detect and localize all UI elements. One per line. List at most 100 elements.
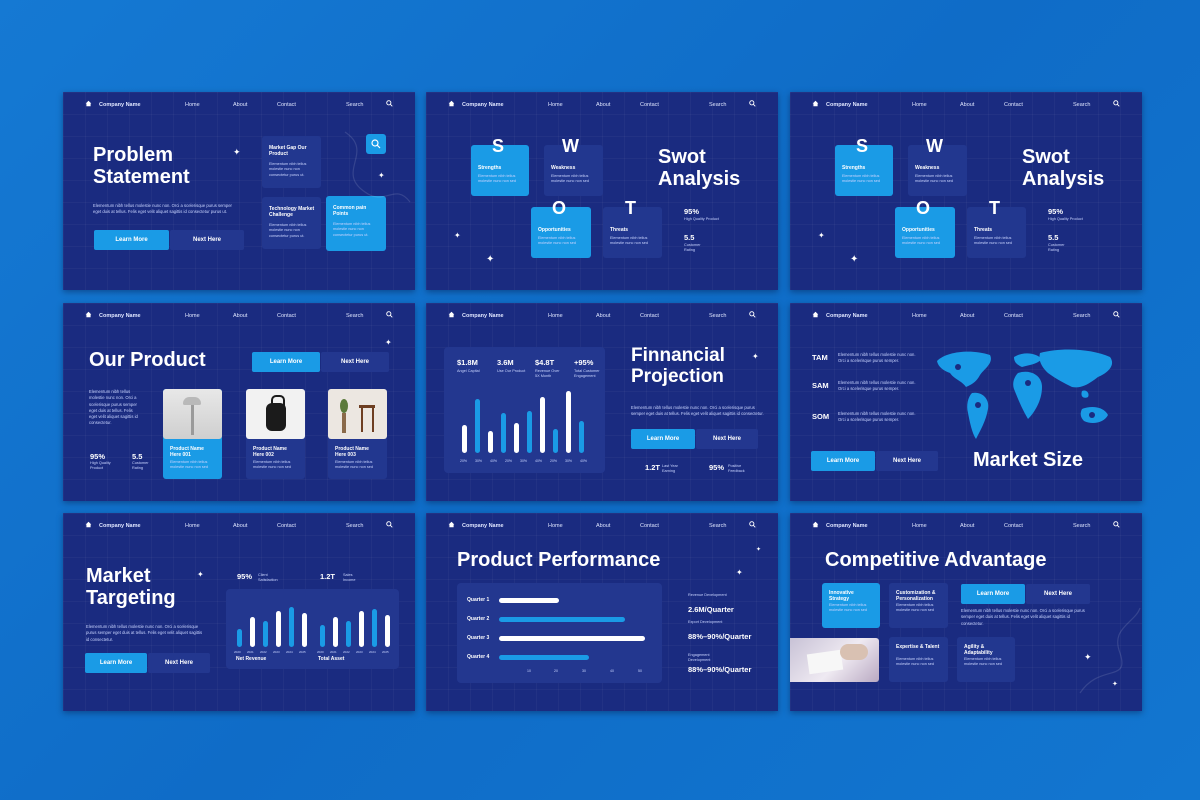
nav-about[interactable]: About [233,313,248,319]
swot-letter-o: O [552,198,567,218]
card-title: Technology Market Challenge [269,206,315,218]
nav-home[interactable]: Home [185,102,200,108]
nav-search[interactable]: Search [346,313,364,319]
learn-more-button[interactable]: Learn More [252,352,320,372]
swot-letter-w: W [562,136,579,156]
nav-search[interactable]: Search [1073,523,1091,529]
next-here-button[interactable]: Next Here [148,653,210,673]
card-desc: Elementum nibh tellus molestie nunc non … [551,174,589,184]
quarter-label: Quarter 4 [467,654,490,660]
search-icon[interactable] [386,521,393,528]
learn-more-button[interactable]: Learn More [631,429,695,449]
search-icon[interactable] [749,521,756,528]
nav-contact[interactable]: Contact [277,102,296,108]
learn-more-button[interactable]: Learn More [85,653,147,673]
nav-home[interactable]: Home [185,523,200,529]
product-card-002[interactable]: Product Name Here 002 Elementum nibh tel… [246,389,305,479]
slide-problem-statement[interactable]: Company Name Home About Contact Search P… [63,92,415,290]
slide-competitive-advantage[interactable]: Company Name Home About Contact Search C… [790,513,1142,711]
advantage-card-customization[interactable]: Customization & Personalization Elementu… [889,583,948,628]
nav-home[interactable]: Home [548,523,563,529]
slide-market-size[interactable]: Company Name Home About Contact Search T… [790,303,1142,501]
learn-more-button[interactable]: Learn More [811,451,875,471]
nav-search[interactable]: Search [346,102,364,108]
slide-product-performance[interactable]: Company Name Home About Contact Search P… [426,513,778,711]
card-desc: Elementum nibh tellus molestie nunc non … [333,222,371,237]
swot-opportunities-card[interactable]: Opportunities Elementum nibh tellus mole… [895,207,955,258]
slide-our-product[interactable]: Company Name Home About Contact Search O… [63,303,415,501]
zoom-icon-box[interactable] [366,134,386,154]
sparkle-icon: ✦ [454,231,461,240]
stat-label: Customer Rating [132,461,149,470]
financial-tick: 30% [475,459,483,463]
advantage-card-expertise[interactable]: Expertise & Talent Elementum nibh tellus… [889,637,948,682]
slide-market-targeting[interactable]: Company Name Home About Contact Search M… [63,513,415,711]
learn-more-button[interactable]: Learn More [94,230,169,250]
nav-contact[interactable]: Contact [1004,523,1023,529]
nav-home[interactable]: Home [912,313,927,319]
nav-home[interactable]: Home [548,313,563,319]
next-here-button[interactable]: Next Here [696,429,758,449]
nav-about[interactable]: About [596,313,611,319]
swot-weakness-card[interactable]: Weakness Elementum nibh tellus molestie … [908,145,967,196]
nav-search[interactable]: Search [1073,102,1091,108]
nav-contact[interactable]: Contact [640,523,659,529]
card-technology-challenge[interactable]: Technology Market Challenge Elementum ni… [262,197,321,249]
kpi-value: +95% [574,358,594,367]
swot-threats-card[interactable]: Threats Elementum nibh tellus molestie n… [603,207,662,258]
nav-contact[interactable]: Contact [1004,313,1023,319]
search-icon[interactable] [386,311,393,318]
search-icon[interactable] [1113,521,1120,528]
slide-financial-projection[interactable]: Company Name Home About Contact Search $… [426,303,778,501]
swot-threats-card[interactable]: Threats Elementum nibh tellus molestie n… [967,207,1026,258]
nav-brand: Company Name [462,313,504,319]
swot-opportunities-card[interactable]: Opportunities Elementum nibh tellus mole… [531,207,591,258]
card-common-pain-points[interactable]: Common pain Points Elementum nibh tellus… [326,196,386,251]
nav-contact[interactable]: Contact [640,102,659,108]
nav-about[interactable]: About [960,102,975,108]
nav-search[interactable]: Search [709,313,727,319]
nav-about[interactable]: About [960,523,975,529]
nav-contact[interactable]: Contact [1004,102,1023,108]
swot-strengths-card[interactable]: Strengths Elementum nibh tellus molestie… [471,145,529,196]
search-icon[interactable] [749,311,756,318]
nav-home[interactable]: Home [912,523,927,529]
nav-search[interactable]: Search [1073,313,1091,319]
sparkle-icon: ✦ [1112,681,1118,688]
product-card-003[interactable]: Product Name Here 003 Elementum nibh tel… [328,389,387,479]
slide-swot-1[interactable]: Company Name Home About Contact Search S… [426,92,778,290]
nav-search[interactable]: Search [346,523,364,529]
next-here-button[interactable]: Next Here [876,451,938,471]
nav-home[interactable]: Home [185,313,200,319]
slide-swot-2[interactable]: Company Name Home About Contact Search S… [790,92,1142,290]
kpi-label: Use Our Product [497,369,526,373]
search-icon[interactable] [386,100,393,107]
card-market-gap[interactable]: Market Gap Our Product Elementum nibh te… [262,136,321,188]
nav-about[interactable]: About [960,313,975,319]
nav-contact[interactable]: Contact [640,313,659,319]
learn-more-button[interactable]: Learn More [961,584,1025,604]
nav-about[interactable]: About [596,523,611,529]
search-icon[interactable] [1113,311,1120,318]
nav-contact[interactable]: Contact [277,313,296,319]
next-here-button[interactable]: Next Here [170,230,244,250]
financial-bars [444,347,605,473]
product-card-001[interactable]: Product Name Here 001 Elementum nibh tel… [163,389,222,479]
swot-strengths-card[interactable]: Strengths Elementum nibh tellus molestie… [835,145,893,196]
swot-weakness-card[interactable]: Weakness Elementum nibh tellus molestie … [544,145,603,196]
nav-about[interactable]: About [233,523,248,529]
next-here-button[interactable]: Next Here [321,352,389,372]
financial-bar [566,391,571,453]
nav-about[interactable]: About [233,102,248,108]
nav-home[interactable]: Home [548,102,563,108]
search-icon[interactable] [749,100,756,107]
search-icon[interactable] [1113,100,1120,107]
nav-contact[interactable]: Contact [277,523,296,529]
nav-home[interactable]: Home [912,102,927,108]
next-here-button[interactable]: Next Here [1026,584,1090,604]
advantage-card-agility[interactable]: Agility & Adaptability Elementum nibh te… [957,637,1015,682]
nav-about[interactable]: About [596,102,611,108]
advantage-card-innovative[interactable]: Innovative Strategy Elementum nibh tellu… [822,583,880,628]
nav-search[interactable]: Search [709,102,727,108]
nav-search[interactable]: Search [709,523,727,529]
